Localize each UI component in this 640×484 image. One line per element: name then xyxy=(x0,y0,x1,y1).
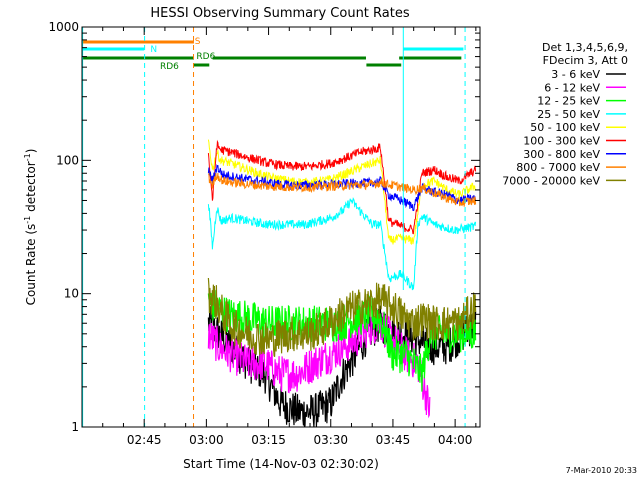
plot-frame xyxy=(81,26,481,428)
series-layer xyxy=(207,139,477,428)
series-line-7000-20000-kev xyxy=(207,277,477,357)
x-axis-label: Start Time (14-Nov-03 02:30:02) xyxy=(183,457,379,471)
footer-date: 7-Mar-2010 20:33 xyxy=(566,466,637,475)
y-axis-label-sup1: -1 xyxy=(23,216,32,224)
legend-label-6-12-kev: 6 - 12 keV xyxy=(544,81,600,94)
x-tick-label: 03:15 xyxy=(251,433,286,447)
axes-layer: 02:45 03:00 03:15 03:30 03:45 04:00 1 10 100 1000 xyxy=(48,20,480,447)
legend-label-25-50-kev: 25 - 50 keV xyxy=(537,108,600,121)
legend-label-12-25-kev: 12 - 25 keV xyxy=(537,95,600,108)
y-tick-label: 10 xyxy=(64,287,79,301)
legend-header-detectors: Det 1,3,4,5,6,9, xyxy=(542,41,628,54)
event-lines-layer xyxy=(82,27,466,427)
flag-label-rd6: RD6 xyxy=(160,62,179,72)
legend-label-50-100-kev: 50 - 100 keV xyxy=(530,121,600,134)
series-line-100-300-kev xyxy=(207,139,477,235)
x-tick-label: 02:45 xyxy=(127,433,162,447)
chart-title: HESSI Observing Summary Count Rates xyxy=(150,6,409,21)
legend: Det 1,3,4,5,6,9, FDecim 3, Att 0 3 - 6 k… xyxy=(502,41,628,187)
series-line-12-25-kev xyxy=(207,289,477,392)
y-axis-label-mid: detector xyxy=(24,161,38,216)
y-tick-label: 1000 xyxy=(48,20,79,34)
x-tick-label: 04:00 xyxy=(438,433,473,447)
y-axis-label-main: Count Rate (s xyxy=(24,224,38,306)
flag-label-n: N xyxy=(150,45,157,55)
y-axis-label: Count Rate (s-1 detector-1) xyxy=(23,149,38,306)
legend-label-300-800-kev: 300 - 800 keV xyxy=(523,148,600,161)
y-axis-label-sup2: -1 xyxy=(23,153,32,161)
y-tick-label: 1 xyxy=(71,420,79,434)
x-tick-label: 03:30 xyxy=(313,433,348,447)
flag-label-rd6: RD6 xyxy=(196,52,215,62)
legend-label-100-300-kev: 100 - 300 keV xyxy=(523,135,600,148)
y-tick-label: 100 xyxy=(56,153,79,167)
y-axis-label-end: ) xyxy=(24,149,38,154)
legend-label-7000-20000-kev: 7000 - 20000 keV xyxy=(502,174,600,187)
series-line-25-50-kev xyxy=(207,197,477,291)
x-tick-label: 03:00 xyxy=(189,433,224,447)
series-line-50-100-kev xyxy=(207,139,477,245)
legend-label-800-7000-kev: 800 - 7000 keV xyxy=(516,161,600,174)
legend-label-3-6-kev: 3 - 6 keV xyxy=(551,68,600,81)
legend-header-decim: FDecim 3, Att 0 xyxy=(543,54,628,67)
x-tick-label: 03:45 xyxy=(376,433,411,447)
series-line-800-7000-kev xyxy=(207,172,477,207)
flag-label-s: S xyxy=(195,37,201,47)
